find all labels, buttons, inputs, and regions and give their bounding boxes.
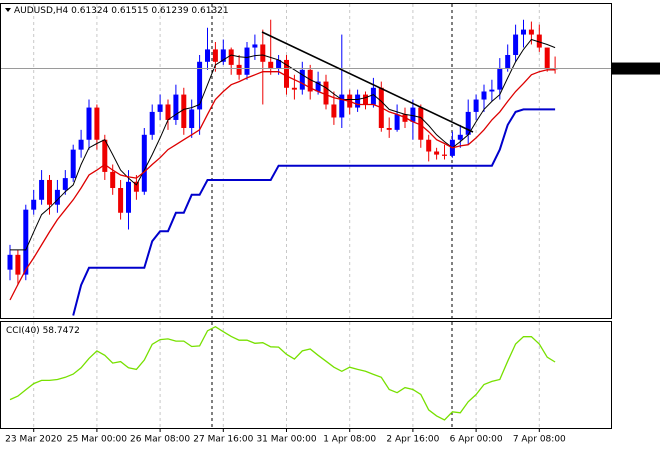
candle-body	[284, 59, 289, 88]
indicator-line	[72, 108, 556, 316]
candle-body	[228, 49, 234, 65]
candle-body	[291, 87, 297, 90]
candle-body	[370, 87, 376, 105]
candle-body	[165, 104, 171, 120]
x-tick-label: 23 Mar 2020	[5, 435, 62, 445]
indicator-line	[9, 69, 556, 301]
candle-body	[157, 104, 163, 112]
symbol: AUDUSD,H4	[14, 6, 69, 16]
candle-body	[86, 107, 92, 140]
candle-body	[220, 49, 226, 62]
candle-body	[339, 94, 345, 118]
cci-frame	[0, 321, 612, 429]
candle-body	[236, 64, 242, 75]
open-value: 0.61324	[71, 6, 108, 16]
price-label-box	[612, 62, 660, 75]
candle-body	[323, 81, 329, 105]
candle-body	[457, 134, 463, 140]
candle-body	[94, 107, 100, 140]
x-tick-label: 6 Apr 00:00	[450, 435, 503, 445]
candle-body	[276, 59, 282, 68]
candle-body	[426, 139, 432, 152]
candle-body	[118, 188, 124, 213]
candle-body	[268, 61, 274, 68]
x-tick-label: 27 Mar 16:00	[193, 435, 253, 445]
candle-body	[260, 44, 266, 62]
indicator-line	[9, 325, 556, 421]
candle-body	[299, 69, 305, 90]
chart-title: AUDUSD,H4 0.61324 0.61515 0.61239 0.6132…	[14, 6, 229, 16]
candle-body	[410, 107, 416, 122]
candle-body	[70, 149, 76, 179]
candle-body	[39, 179, 45, 200]
candle-body	[363, 94, 368, 105]
candle-body	[536, 34, 542, 48]
candle-body	[544, 47, 550, 68]
main-frame	[0, 3, 612, 319]
x-tick-label: 7 Apr 08:00	[513, 435, 566, 445]
candle-body	[126, 181, 131, 213]
candle-body	[54, 189, 60, 205]
candle-body	[181, 94, 187, 128]
x-tick-label: 25 Mar 00:00	[67, 435, 127, 445]
candle-body	[528, 29, 534, 35]
candle-body	[331, 104, 337, 118]
candle-body	[110, 171, 116, 189]
indicator-value: 58.7472	[43, 326, 80, 336]
trend-line	[261, 31, 474, 133]
candle-body	[442, 154, 447, 156]
candle-body	[78, 139, 84, 150]
candle-body	[212, 49, 218, 62]
labels: 0.61321 23 Mar 2020 25 Mar 00:00 26 Mar 08:…	[5, 62, 660, 445]
menu-arrow	[5, 8, 11, 12]
candle-body	[497, 67, 503, 90]
candle-body	[102, 139, 108, 172]
x-tick-label: 31 Mar 00:00	[256, 435, 316, 445]
price-label: 0.61321	[616, 64, 653, 74]
candle-body	[473, 99, 479, 112]
candle-body	[173, 94, 179, 120]
candle-body	[47, 179, 52, 205]
candle-body	[244, 47, 250, 75]
x-tick-label: 2 Apr 16:00	[386, 435, 439, 445]
candle-body	[62, 178, 68, 190]
candle-body	[189, 109, 195, 128]
grid	[33, 4, 540, 428]
candle-body	[31, 199, 37, 210]
candle-body	[505, 54, 511, 68]
candle-body	[386, 127, 392, 130]
candle-body	[149, 111, 155, 135]
cci-title: CCI(40) 58.7472	[6, 326, 80, 336]
high-value: 0.61515	[111, 6, 148, 16]
candle-body	[15, 254, 21, 275]
candle-body	[521, 29, 526, 35]
candle-body	[418, 107, 424, 140]
indicator-line	[10, 38, 556, 251]
candle-body	[141, 134, 147, 192]
x-tick-label: 26 Mar 08:00	[130, 435, 190, 445]
candle-body	[481, 91, 487, 100]
candle-body	[513, 34, 519, 55]
close-value: 0.61321	[191, 6, 228, 16]
candle-body	[434, 151, 440, 155]
candle-body	[252, 44, 258, 48]
candle-body	[7, 254, 13, 270]
candle-body	[394, 114, 400, 130]
candle-body	[489, 89, 495, 92]
x-tick-label: 1 Apr 08:00	[323, 435, 376, 445]
low-value: 0.61239	[151, 6, 188, 16]
candle-body	[307, 69, 313, 92]
candle-body	[315, 81, 321, 92]
candle-body	[355, 94, 361, 108]
indicator-name: CCI(40)	[6, 326, 40, 336]
candle-body	[205, 49, 210, 62]
candle-body	[465, 111, 471, 135]
candle-body	[197, 61, 203, 110]
marks	[1, 19, 611, 421]
candle-body	[133, 181, 139, 192]
candle-body	[23, 209, 29, 275]
